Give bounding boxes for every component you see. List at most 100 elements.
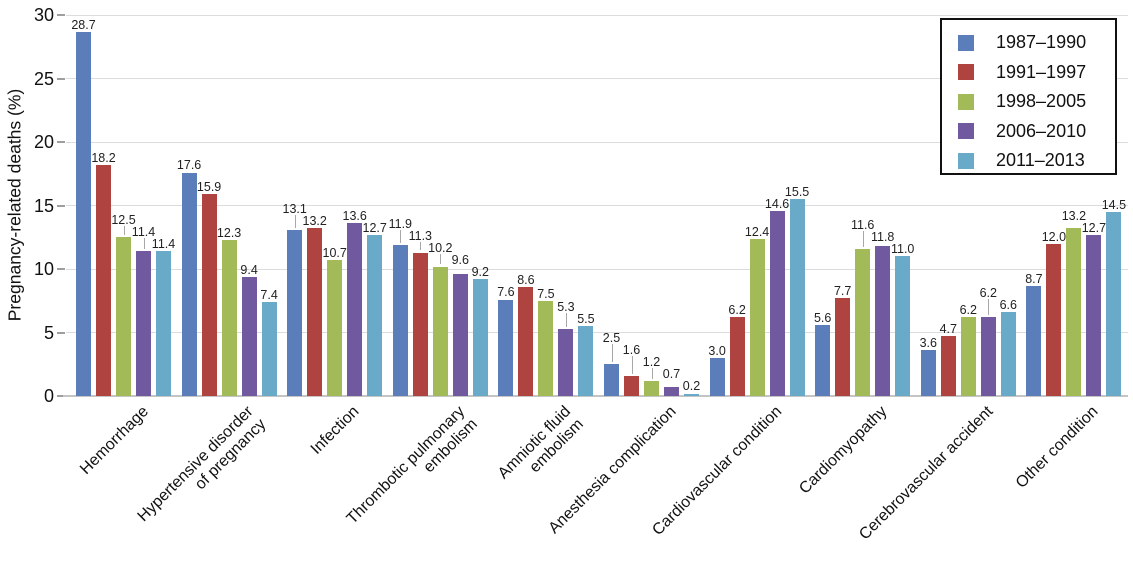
legend-label: 2011–2013: [996, 150, 1085, 171]
value-label: 7.7: [833, 284, 852, 299]
value-label: 12.7: [1081, 220, 1107, 235]
value-label: 13.1: [282, 202, 307, 217]
bar: [709, 357, 725, 396]
gridline: [66, 14, 1128, 16]
x-axis-line: [63, 395, 1128, 397]
y-tick-label: 10: [33, 259, 54, 279]
bar: [664, 387, 679, 396]
value-label: 4.7: [939, 322, 957, 337]
leader-line: [565, 313, 567, 327]
value-label: 1.2: [642, 355, 661, 370]
legend-swatch: [958, 64, 974, 81]
value-label: 18.2: [91, 150, 116, 165]
value-label: 17.6: [176, 158, 202, 173]
leader-line: [631, 356, 633, 374]
gridline: [66, 78, 1128, 79]
leader-line: [611, 344, 613, 363]
y-tick-label: 25: [33, 68, 54, 89]
value-label: 11.4: [131, 225, 156, 240]
bar: [1000, 312, 1016, 396]
x-category-label: Other condition: [1013, 403, 1102, 492]
x-category-label-anchor: Thrombotic pulmonary embolism: [0, 403, 481, 528]
bar: [1106, 211, 1122, 396]
value-label: 10.7: [322, 246, 347, 261]
bar: [855, 248, 871, 396]
x-category-label: Anesthesia complication: [545, 403, 680, 538]
legend-label: 1987–1990: [996, 32, 1087, 53]
bar: [789, 199, 805, 396]
value-label: 13.2: [302, 214, 327, 229]
value-label: 5.3: [557, 300, 575, 315]
value-label: 28.7: [71, 17, 96, 32]
x-category-label: Cerebrovascular accident: [856, 403, 997, 544]
bar: [769, 210, 785, 396]
bar: [498, 299, 514, 396]
x-category-label: Cardiomyopathy: [796, 403, 891, 498]
value-label: 6.2: [728, 303, 746, 318]
x-category-label-anchor: Cerebrovascular accident: [0, 403, 996, 543]
value-label: 6.6: [999, 298, 1017, 313]
bar: [604, 364, 619, 397]
legend-swatch: [958, 152, 974, 169]
x-category-label-anchor: Cardiomyopathy: [0, 403, 890, 497]
y-tick-label: 5: [43, 322, 54, 343]
leader-line: [420, 242, 422, 251]
value-label: 2.5: [602, 331, 621, 346]
x-category-label: Hemorrhage: [76, 403, 152, 478]
legend-item: 1991–1997: [942, 58, 1115, 88]
y-tick-label: 20: [33, 132, 54, 152]
bar: [392, 244, 408, 396]
bar: [1046, 243, 1062, 396]
bar: [221, 239, 237, 396]
bar: [1026, 285, 1042, 396]
bar: [116, 237, 131, 397]
bar: [327, 260, 343, 396]
bar: [432, 266, 448, 396]
value-label: 8.7: [1025, 271, 1043, 286]
leader-line: [862, 231, 864, 247]
leader-line: [440, 254, 442, 265]
leader-line: [123, 226, 125, 236]
value-label: 11.0: [890, 242, 915, 257]
leader-line: [400, 230, 402, 243]
x-category-label: Cardiovascular condition: [649, 403, 786, 539]
bar: [538, 300, 554, 397]
bar: [76, 31, 91, 396]
bar: [920, 350, 936, 396]
bar: [201, 194, 217, 396]
bar: [452, 274, 468, 396]
value-label: 6.2: [959, 303, 977, 318]
value-label: 13.2: [1061, 208, 1087, 223]
value-label: 11.9: [388, 217, 412, 232]
bar: [835, 298, 851, 396]
bar: [558, 328, 574, 396]
x-category-label-anchor: Infection: [0, 403, 363, 458]
bar: [1086, 234, 1102, 396]
value-label: 1.6: [622, 343, 641, 358]
value-label: 13.6: [342, 208, 367, 223]
value-label: 5.5: [577, 312, 595, 327]
value-label: 14.5: [1101, 197, 1127, 212]
legend: 1987–1990 1991–1997 1998–2005 2006–2010 2011…: [940, 18, 1117, 175]
y-tick-label: 15: [33, 195, 54, 216]
value-label: 12.7: [362, 220, 387, 235]
y-tick-mark: [57, 14, 65, 16]
legend-label: 2006–2010: [996, 120, 1087, 141]
gridline: [66, 332, 1128, 333]
value-label: 10.2: [428, 241, 453, 256]
y-tick-mark: [57, 204, 65, 207]
legend-item: 2006–2010: [942, 117, 1115, 147]
gridline: [66, 205, 1128, 206]
value-label: 15.5: [784, 185, 810, 200]
bar: [749, 238, 765, 396]
legend-swatch: [958, 123, 974, 140]
value-label: 11.8: [870, 230, 895, 245]
value-label: 12.3: [216, 225, 242, 240]
x-category-label-anchor: Hemorrhage: [0, 403, 152, 478]
x-category-label-anchor: Amniotic fluid embolism: [0, 403, 587, 482]
bar: [518, 286, 534, 396]
bar: [412, 252, 428, 396]
gridline: [66, 141, 1128, 143]
